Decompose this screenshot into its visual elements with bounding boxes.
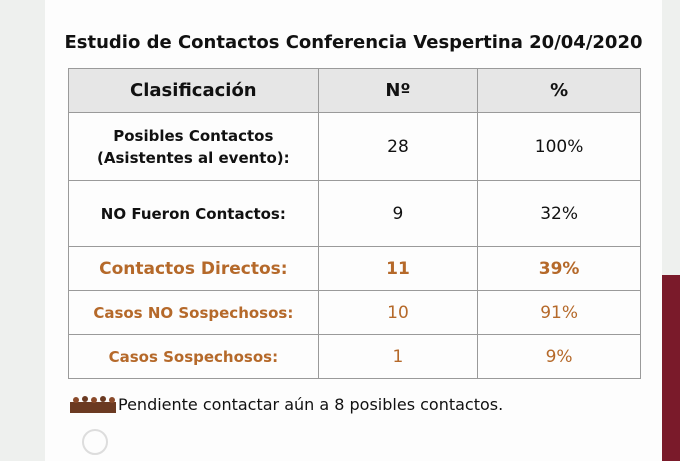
label-cell: Contactos Directos: [68, 246, 319, 291]
footnote: Pendiente contactar aún a 8 posibles con… [68, 394, 503, 414]
label-cell: Casos NO Sospechosos: [68, 290, 319, 335]
header-cell: Nº [317, 68, 479, 113]
header-cell: Clasificación [68, 68, 319, 113]
label-cell: Posibles Contactos (Asistentes al evento)… [68, 112, 319, 181]
table-row: Casos NO Sospechosos: 10 91% [68, 290, 641, 335]
percent-cell: 32% [477, 180, 641, 247]
percent-cell: 91% [477, 290, 641, 335]
label-line: Casos NO Sospechosos: [93, 303, 294, 322]
table-row: Posibles Contactos (Asistentes al evento)… [68, 112, 641, 181]
number-cell: 1 [317, 334, 479, 379]
number-cell: 28 [317, 112, 479, 181]
percent-cell: 9% [477, 334, 641, 379]
footnote-text: Pendiente contactar aún a 8 posibles con… [118, 394, 504, 414]
label-line: (Asistentes al evento): [97, 148, 290, 167]
label-line: Contactos Directos: [99, 258, 288, 279]
people-icon [70, 396, 116, 413]
label-line: NO Fueron Contactos: [100, 204, 286, 223]
slide: Estudio de Contactos Conferencia Vespert… [45, 0, 662, 461]
header-row: Clasificación Nº% [68, 68, 641, 113]
table-row: Contactos Directos: 11 39% [68, 246, 641, 291]
number-cell: 9 [317, 180, 479, 247]
slide-title: Estudio de Contactos Conferencia Vespert… [64, 32, 643, 53]
logo [82, 429, 108, 455]
table-body: Posibles Contactos (Asistentes al evento)… [68, 112, 641, 379]
label-cell: Casos Sospechosos: [68, 334, 319, 379]
table: Clasificación Nº% Posibles Contactos (Asis… [68, 68, 641, 379]
label-line: Casos Sospechosos: [108, 347, 279, 366]
percent-cell: 100% [477, 112, 641, 181]
label-line: Posibles Contactos [113, 126, 274, 145]
percent-cell: 39% [477, 246, 641, 291]
label-cell: NO Fueron Contactos: [68, 180, 319, 247]
number-cell: 11 [317, 246, 479, 291]
number-cell: 10 [317, 290, 479, 335]
header-cell: % [477, 68, 641, 113]
side-bar [662, 275, 680, 461]
table-row: NO Fueron Contactos: 9 32% [68, 180, 641, 247]
table-row: Casos Sospechosos: 1 9% [68, 334, 641, 379]
